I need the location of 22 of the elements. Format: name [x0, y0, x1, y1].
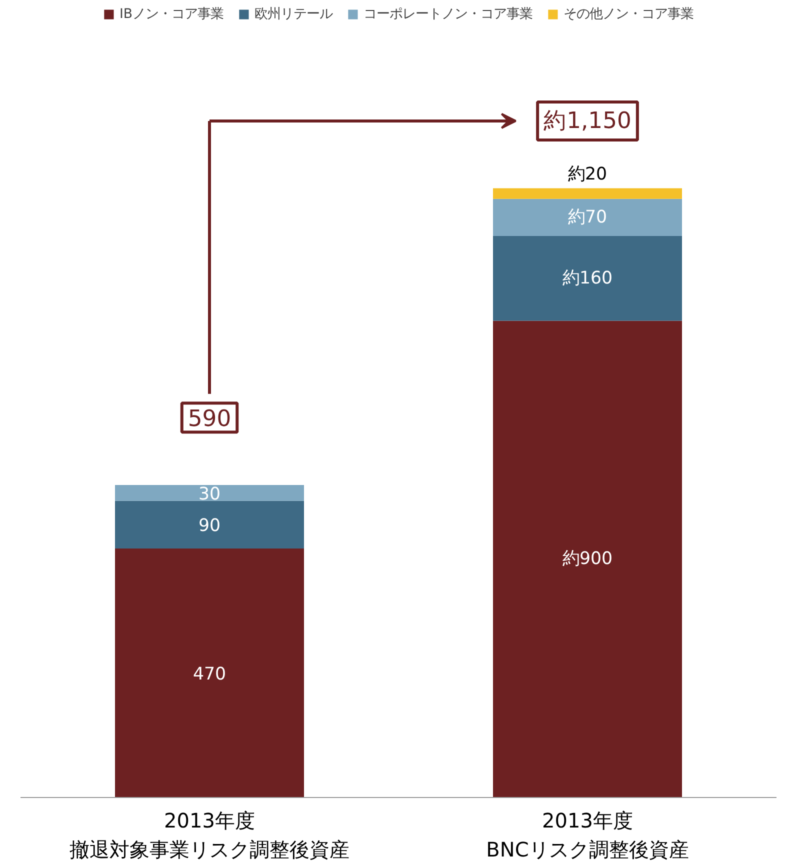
bar	[115, 548, 304, 798]
data-label: 約70	[568, 207, 608, 228]
bar	[493, 236, 682, 321]
data-label: 約20	[568, 164, 608, 184]
bar	[493, 198, 682, 236]
data-label: 90	[198, 516, 221, 536]
total-label: 590	[188, 406, 232, 432]
data-label: 470	[192, 664, 226, 685]
data-label: 30	[198, 484, 221, 504]
x-tick-label: 2013年度BNCリスク調整後資産	[486, 808, 689, 862]
bar	[493, 320, 682, 798]
data-label: 約900	[562, 549, 613, 570]
data-label: 約160	[562, 268, 613, 288]
legend-label: コーポレートノン・コア事業	[364, 6, 533, 23]
legend-label: その他ノン・コア事業	[564, 6, 694, 23]
bar	[115, 484, 304, 501]
bar	[115, 500, 304, 549]
x-tick-label: 2013年度撤退対象事業リスク調整後資産	[70, 808, 350, 862]
legend-label: 欧州リテール	[254, 6, 333, 23]
legend-label: IBノン・コア事業	[119, 6, 224, 23]
bar	[493, 188, 682, 199]
total-label: 約1,150	[544, 108, 632, 134]
